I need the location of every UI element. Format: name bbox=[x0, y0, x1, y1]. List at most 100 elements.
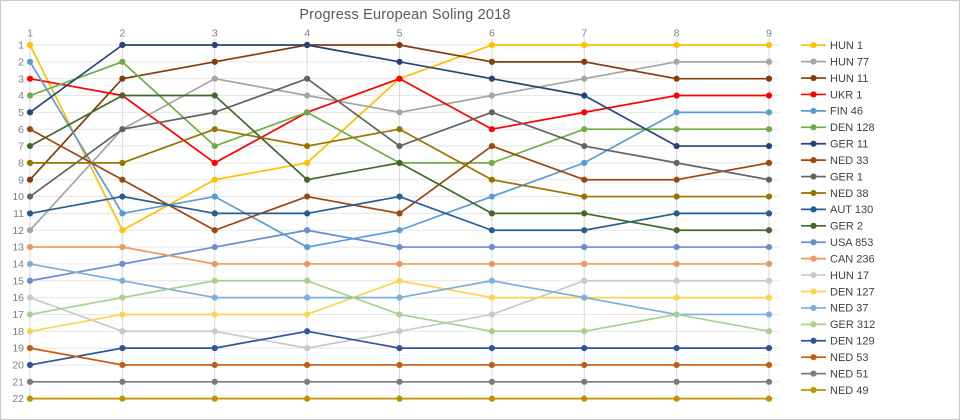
x-axis-label: 7 bbox=[581, 28, 587, 40]
series-point-ger-312 bbox=[396, 311, 403, 318]
legend-marker-dot bbox=[810, 255, 817, 262]
legend-marker-dot bbox=[810, 354, 817, 361]
series-point-hun-1 bbox=[765, 41, 773, 49]
series-point-ned-53 bbox=[119, 361, 126, 369]
series-point-hun-77 bbox=[396, 109, 403, 116]
series-point-usa-853 bbox=[211, 243, 218, 251]
series-point-ned-37 bbox=[581, 294, 588, 301]
series-point-ned-51 bbox=[304, 378, 311, 385]
series-point-aut-130 bbox=[396, 193, 403, 200]
series-point-aut-130 bbox=[488, 227, 495, 234]
y-axis-label: 17 bbox=[12, 309, 24, 321]
series-point-ukr-1 bbox=[26, 75, 34, 82]
series-point-ger-1 bbox=[488, 109, 495, 116]
series-point-ned-37 bbox=[396, 294, 403, 301]
series-point-ned-53 bbox=[765, 361, 773, 369]
series-point-can-236 bbox=[26, 243, 34, 251]
series-point-ned-51 bbox=[488, 378, 495, 385]
legend-label: HUN 77 bbox=[830, 56, 869, 68]
series-point-ned-37 bbox=[304, 294, 311, 301]
series-point-hun-17 bbox=[488, 311, 495, 318]
series-point-fin-46 bbox=[765, 109, 773, 116]
series-point-ger-1 bbox=[304, 75, 311, 82]
series-point-den-129 bbox=[211, 345, 218, 352]
series-point-hun-17 bbox=[765, 277, 773, 284]
legend-label: GER 1 bbox=[830, 171, 863, 183]
series-point-ger-1 bbox=[211, 109, 218, 116]
series-point-ned-33 bbox=[581, 176, 588, 183]
series-point-fin-46 bbox=[119, 210, 126, 217]
y-axis-label: 14 bbox=[12, 259, 24, 271]
series-point-ned-53 bbox=[304, 361, 311, 369]
series-point-fin-46 bbox=[488, 193, 495, 200]
series-point-ned-33 bbox=[673, 176, 680, 183]
series-point-aut-130 bbox=[26, 210, 34, 217]
series-point-den-127 bbox=[304, 311, 311, 318]
series-point-ger-2 bbox=[119, 92, 126, 99]
series-point-ger-11 bbox=[396, 58, 403, 65]
series-point-aut-130 bbox=[765, 210, 773, 217]
legend-label: DEN 129 bbox=[830, 336, 875, 348]
series-point-ned-33 bbox=[304, 193, 311, 200]
series-point-ger-2 bbox=[581, 210, 588, 217]
legend-marker-dot bbox=[810, 42, 817, 49]
series-point-ger-2 bbox=[488, 210, 495, 217]
legend-label: NED 33 bbox=[830, 155, 869, 167]
series-point-ned-51 bbox=[211, 378, 218, 385]
series-point-usa-853 bbox=[673, 243, 680, 251]
series-point-den-128 bbox=[26, 92, 34, 99]
legend-label: NED 51 bbox=[830, 368, 869, 380]
series-point-den-127 bbox=[26, 328, 34, 335]
series-point-ned-49 bbox=[581, 395, 588, 402]
series-point-hun-17 bbox=[396, 328, 403, 335]
x-axis-label: 4 bbox=[304, 28, 310, 40]
series-point-aut-130 bbox=[119, 193, 126, 200]
series-point-usa-853 bbox=[581, 243, 588, 251]
legend-marker-dot bbox=[810, 222, 817, 229]
series-point-ger-2 bbox=[396, 159, 403, 166]
series-point-hun-77 bbox=[26, 227, 34, 234]
series-point-den-128 bbox=[211, 142, 218, 150]
series-point-hun-77 bbox=[304, 92, 311, 99]
legend-label: GER 11 bbox=[830, 139, 868, 151]
series-point-hun-17 bbox=[304, 345, 311, 352]
series-point-den-128 bbox=[119, 58, 126, 65]
series-point-hun-11 bbox=[581, 58, 588, 65]
series-point-ger-11 bbox=[581, 92, 588, 99]
legend-marker-dot bbox=[810, 206, 817, 213]
series-point-ned-38 bbox=[304, 142, 311, 150]
series-point-ned-53 bbox=[396, 361, 403, 369]
legend-marker-dot bbox=[810, 304, 817, 312]
legend-label: DEN 128 bbox=[830, 122, 875, 134]
x-axis-label: 2 bbox=[119, 28, 125, 40]
series-point-ned-51 bbox=[581, 378, 588, 385]
legend-marker-dot bbox=[810, 74, 817, 82]
y-axis-label: 22 bbox=[12, 393, 24, 405]
series-point-ned-38 bbox=[211, 126, 218, 133]
y-axis-label: 7 bbox=[18, 141, 24, 153]
series-point-hun-11 bbox=[765, 75, 773, 82]
series-point-ned-51 bbox=[119, 378, 126, 385]
series-point-ned-33 bbox=[26, 126, 34, 133]
series-point-ned-33 bbox=[211, 227, 218, 234]
series-point-hun-1 bbox=[26, 41, 34, 49]
series-point-usa-853 bbox=[488, 243, 495, 251]
series-point-ned-33 bbox=[765, 159, 773, 166]
series-point-ger-312 bbox=[26, 311, 34, 318]
series-point-can-236 bbox=[581, 260, 588, 268]
series-point-hun-11 bbox=[488, 58, 495, 65]
series-point-ned-38 bbox=[765, 193, 773, 200]
x-axis-label: 6 bbox=[489, 28, 495, 40]
series-point-ger-11 bbox=[673, 142, 680, 150]
series-point-ned-49 bbox=[26, 395, 34, 402]
series-point-den-128 bbox=[304, 109, 311, 116]
series-point-ger-2 bbox=[765, 227, 773, 234]
legend-label: NED 49 bbox=[830, 385, 869, 397]
y-axis-label: 16 bbox=[12, 292, 24, 304]
series-point-den-128 bbox=[765, 126, 773, 133]
series-point-den-128 bbox=[673, 126, 680, 133]
y-axis-label: 10 bbox=[12, 191, 24, 203]
series-point-ned-51 bbox=[396, 378, 403, 385]
series-point-ger-11 bbox=[488, 75, 495, 82]
series-point-ned-53 bbox=[673, 361, 680, 369]
